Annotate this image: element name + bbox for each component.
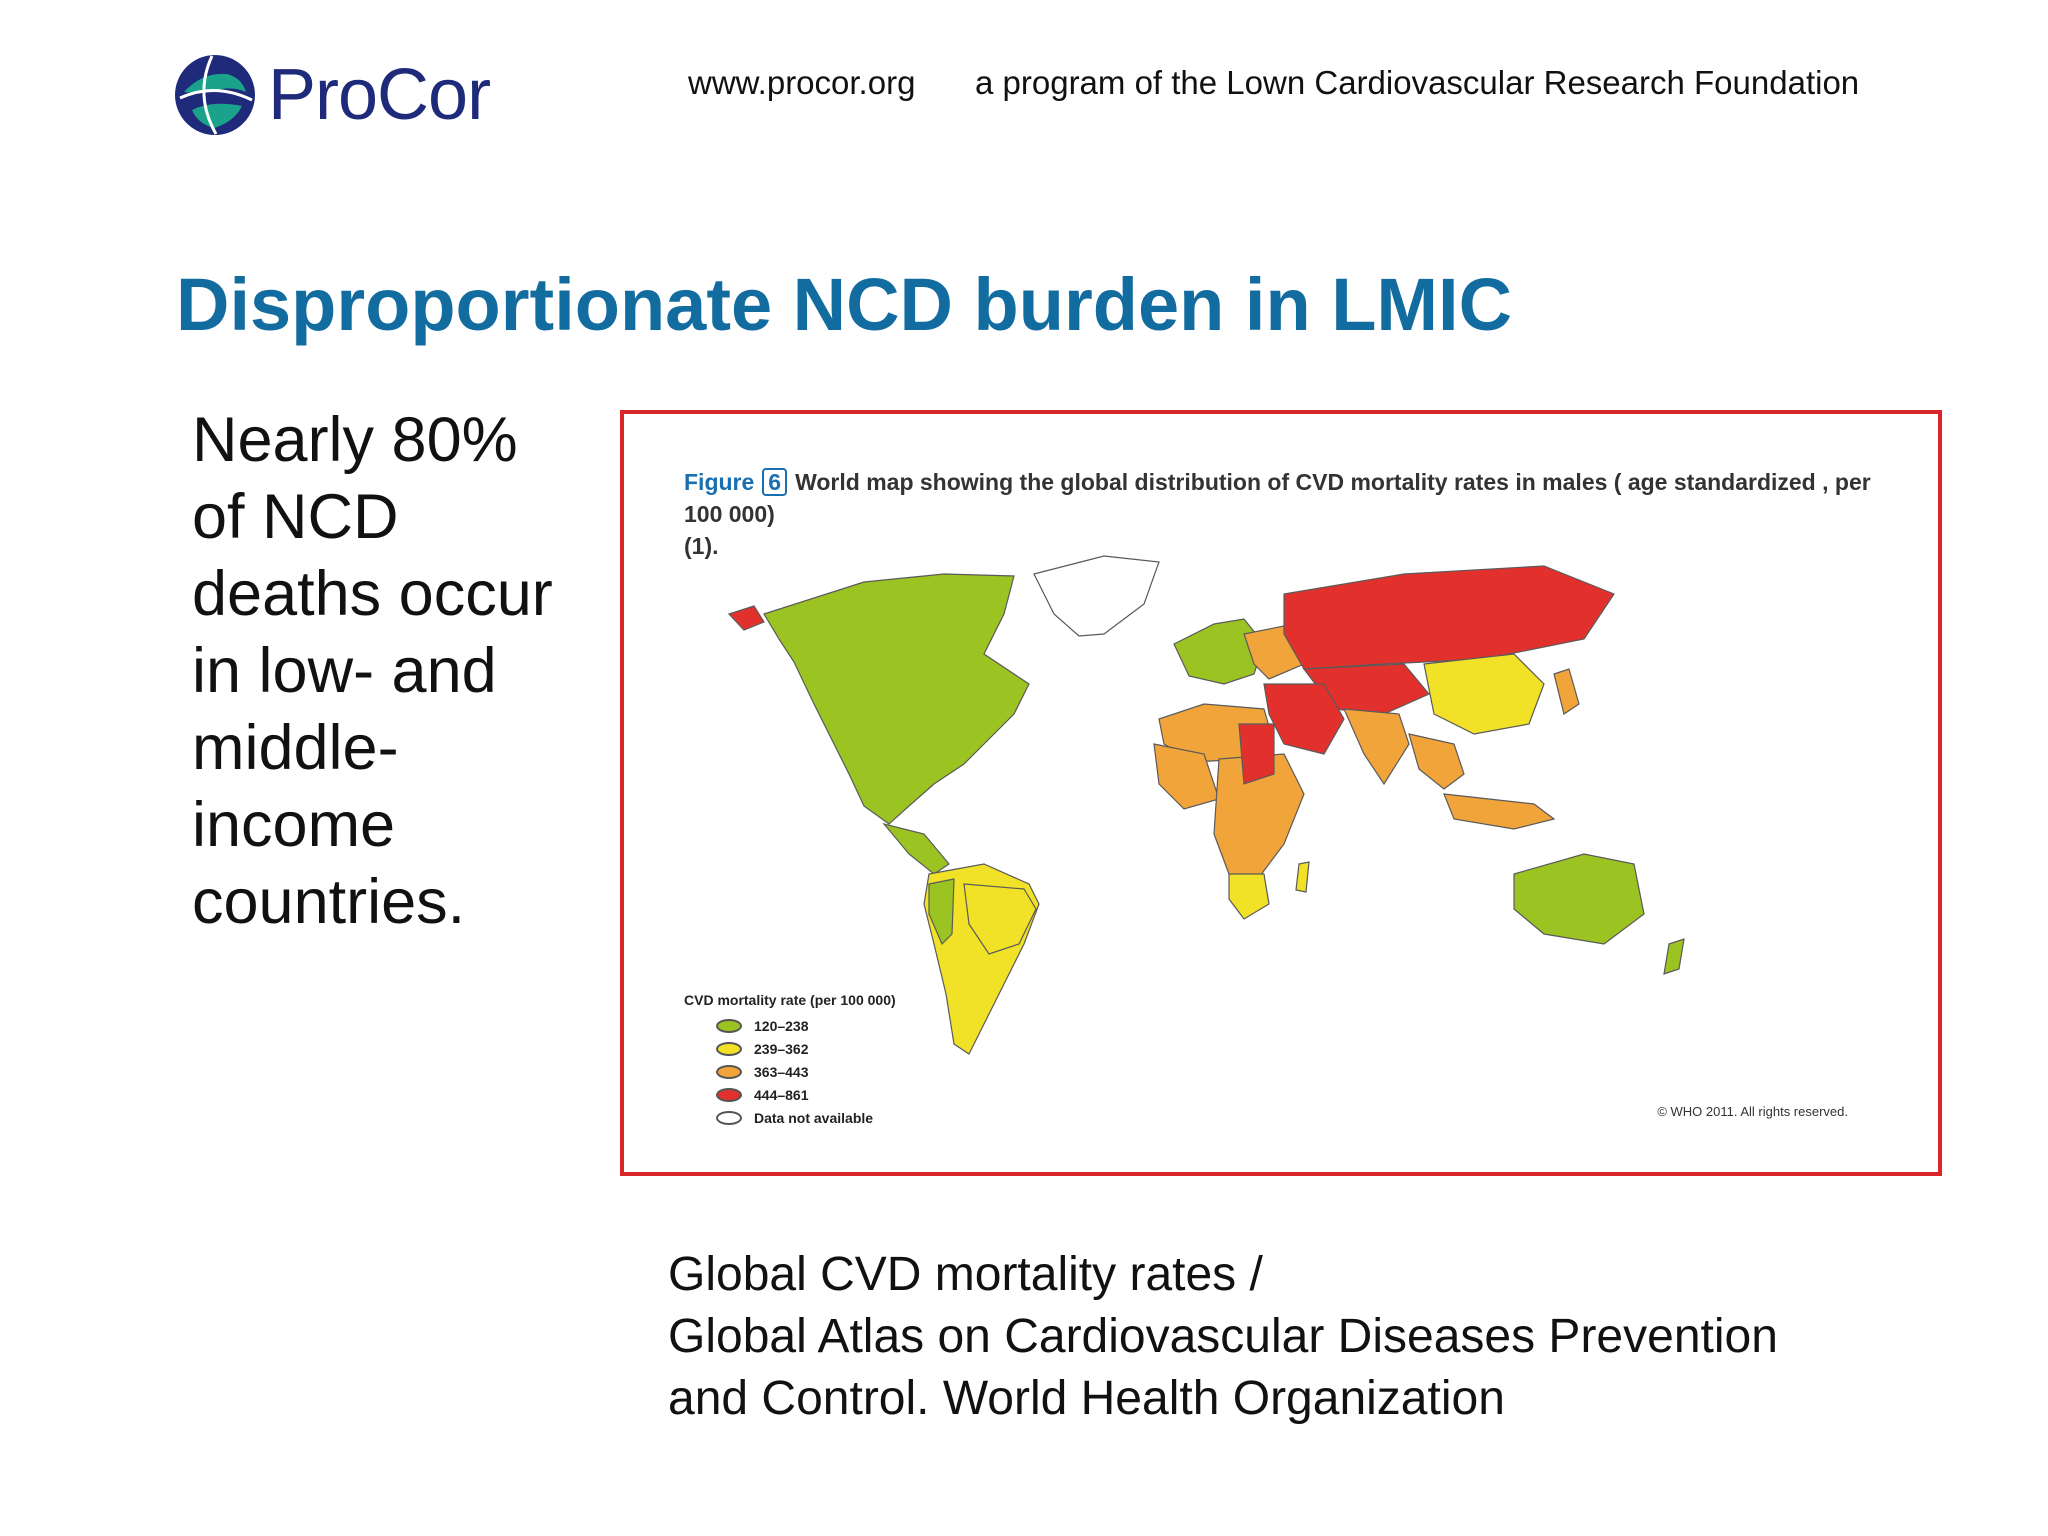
map-region-madagascar (1295, 861, 1310, 893)
figure-number: 6 (762, 468, 788, 496)
map-region-russia (1283, 565, 1615, 670)
legend-swatch (716, 1087, 742, 1102)
body-line: countries. (192, 867, 466, 937)
body-line: in low- and (192, 636, 497, 706)
map-region-southern-africa (1228, 873, 1270, 920)
figure-frame: Figure 6 World map showing the global dist… (620, 410, 1942, 1176)
map-region-korea-japan (1553, 668, 1580, 715)
map-region-new-zealand (1663, 938, 1685, 975)
map-region-alaska-red (727, 605, 765, 631)
map-region-central-east-africa (1213, 753, 1305, 885)
legend-label: 120–238 (754, 1017, 809, 1034)
map-region-central-america (882, 822, 950, 875)
legend-swatch (716, 1041, 742, 1056)
procor-logo[interactable]: ProCor (172, 52, 491, 138)
slide-title: Disproportionate NCD burden in LMIC (176, 263, 1513, 346)
world-map (727, 555, 1685, 1055)
figure-caption: Figure 6 World map showing the global dist… (684, 466, 1894, 562)
body-line: deaths occur (192, 559, 553, 629)
map-region-west-africa (1153, 743, 1220, 810)
figure-caption-text: World map showing the global distributio… (684, 469, 1871, 527)
figure-label: Figure (684, 469, 755, 495)
legend-label: 239–362 (754, 1040, 809, 1057)
map-region-greenland (1033, 555, 1160, 637)
map-region-indonesia (1443, 793, 1556, 830)
legend-swatch (716, 1064, 742, 1079)
source-line: Global Atlas on Cardiovascular Diseases … (668, 1310, 1778, 1363)
program-tagline: a program of the Lown Cardiovascular Res… (975, 64, 1860, 101)
map-region-middle-east (1263, 683, 1345, 755)
legend-label: 363–443 (754, 1063, 809, 1080)
figure-caption-ref: (1). (684, 533, 719, 559)
legend-label: Data not available (754, 1109, 874, 1126)
logo-text: ProCor (268, 55, 491, 135)
map-region-andes-green (928, 878, 955, 946)
legend-label: 444–861 (754, 1086, 809, 1103)
globe-icon (175, 55, 255, 135)
map-region-north-america (763, 573, 1030, 825)
legend-item: 239–362 (684, 1037, 896, 1060)
map-region-south-asia (1343, 708, 1410, 786)
map-region-southeast-asia (1408, 733, 1465, 790)
copyright-notice: © WHO 2011. All rights reserved. (1657, 1104, 1848, 1119)
body-text: Nearly 80% of NCD deaths occur in low- a… (192, 402, 612, 941)
source-citation: Global CVD mortality rates / Global Atla… (668, 1244, 1778, 1430)
map-region-sudan-red (1238, 723, 1275, 785)
map-region-brazil (963, 883, 1037, 955)
site-url-link[interactable]: www.procor.org (688, 64, 916, 101)
legend-swatch (716, 1110, 742, 1125)
legend-item: 444–861 (684, 1083, 896, 1106)
map-region-china (1423, 653, 1545, 735)
body-line: of NCD (192, 482, 399, 552)
body-line: income (192, 790, 396, 860)
legend-item: 120–238 (684, 1014, 896, 1037)
header: ProCor www.procor.org a program of the L… (0, 0, 2048, 160)
legend-swatch (716, 1018, 742, 1033)
map-legend: CVD mortality rate (per 100 000) 120–238… (684, 992, 896, 1129)
body-line: Nearly 80% (192, 405, 518, 475)
legend-title: CVD mortality rate (per 100 000) (684, 992, 896, 1008)
source-line: and Control. World Health Organization (668, 1372, 1505, 1425)
legend-item: Data not available (684, 1106, 896, 1129)
legend-item: 363–443 (684, 1060, 896, 1083)
source-line: Global CVD mortality rates / (668, 1248, 1263, 1301)
body-line: middle- (192, 713, 399, 783)
map-region-australia (1513, 853, 1645, 945)
